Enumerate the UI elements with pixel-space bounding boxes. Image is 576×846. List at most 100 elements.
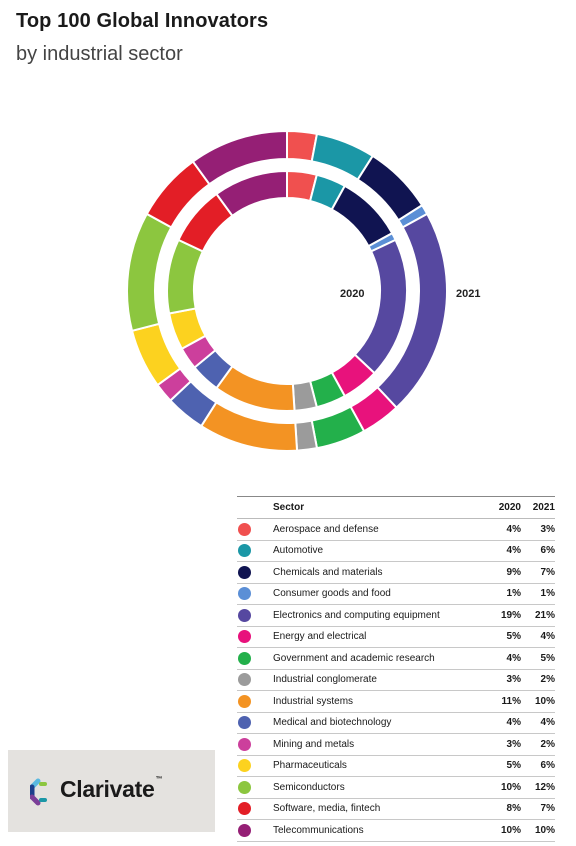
legend-color-swatch	[238, 716, 251, 730]
legend-sector-name: Industrial conglomerate	[273, 669, 491, 691]
legend-swatch-cell	[237, 798, 273, 820]
inner-ring-2020	[166, 169, 408, 412]
legend-header-2021: 2021	[525, 496, 555, 519]
sector-legend-table: Sector 2020 2021 Aerospace and defense 4%…	[237, 496, 555, 842]
legend-value-2020: 19%	[491, 604, 521, 627]
legend-gap	[521, 690, 525, 713]
legend-gap	[521, 819, 525, 842]
brand-name: Clarivate	[60, 776, 155, 802]
legend-swatch-cell	[237, 604, 273, 627]
legend-value-2020: 3%	[491, 733, 521, 756]
legend-value-2021: 7%	[525, 561, 555, 584]
legend-color-swatch	[238, 630, 251, 644]
legend-value-2020: 4%	[491, 518, 521, 541]
chart-subtitle: by industrial sector	[16, 43, 183, 65]
legend-header-sector: Sector	[273, 496, 491, 519]
legend-color-swatch	[238, 587, 251, 601]
legend-value-2021: 3%	[525, 518, 555, 541]
chart-title: Top 100 Global Innovators	[16, 10, 269, 32]
outer-ring-2021-slice	[126, 212, 173, 333]
legend-row: Energy and electrical 5% 4%	[237, 626, 555, 648]
legend-gap	[521, 561, 525, 584]
legend-swatch-cell	[237, 819, 273, 842]
legend-value-2020: 4%	[491, 712, 521, 734]
legend-color-swatch	[238, 780, 251, 794]
legend-gap	[521, 604, 525, 627]
legend-sector-name: Government and academic research	[273, 647, 491, 670]
legend-row: Government and academic research 4% 5%	[237, 647, 555, 670]
outer-ring-2021-slice	[191, 129, 288, 186]
legend-sector-name: Energy and electrical	[273, 626, 491, 648]
legend-value-2020: 5%	[491, 626, 521, 648]
legend-swatch-cell	[237, 733, 273, 756]
legend-value-2020: 4%	[491, 540, 521, 562]
legend-sector-name: Semiconductors	[273, 776, 491, 799]
legend-value-2020: 3%	[491, 669, 521, 691]
outer-ring-label: 2021	[456, 288, 480, 300]
legend-body: Aerospace and defense 4% 3% Automotive 4% 6% C…	[237, 518, 555, 842]
legend-value-2021: 6%	[525, 755, 555, 777]
legend-sector-name: Aerospace and defense	[273, 518, 491, 541]
legend-swatch-cell	[237, 626, 273, 648]
legend-color-swatch	[238, 802, 251, 816]
clarivate-logo-icon	[30, 778, 47, 806]
legend-value-2020: 10%	[491, 819, 521, 842]
legend-gap	[521, 798, 525, 820]
legend-gap	[521, 647, 525, 670]
nested-donut-chart: 2020 2021	[126, 129, 480, 452]
legend-gap	[521, 583, 525, 605]
legend-sector-name: Software, media, fintech	[273, 798, 491, 820]
legend-value-2021: 4%	[525, 626, 555, 648]
legend-header-2020: 2020	[491, 496, 521, 519]
legend-value-2021: 21%	[525, 604, 555, 627]
legend-swatch-cell	[237, 647, 273, 670]
inner-ring-2020-slice	[215, 169, 288, 218]
inner-ring-2020-slice	[166, 238, 205, 315]
clarivate-logo-panel: Clarivate™	[8, 750, 215, 832]
legend-color-swatch	[238, 759, 251, 773]
legend-color-swatch	[238, 565, 251, 579]
legend-gap	[521, 733, 525, 756]
legend-row: Automotive 4% 6%	[237, 540, 555, 562]
legend-swatch-cell	[237, 776, 273, 799]
legend-row: Electronics and computing equipment 19% 21…	[237, 604, 555, 627]
inner-ring-label: 2020	[340, 288, 364, 300]
legend-row: Mining and metals 3% 2%	[237, 733, 555, 756]
legend-swatch-cell	[237, 712, 273, 734]
legend-color-swatch	[238, 522, 251, 536]
legend-sector-name: Electronics and computing equipment	[273, 604, 491, 627]
legend-row: Consumer goods and food 1% 1%	[237, 583, 555, 605]
legend-gap	[521, 540, 525, 562]
legend-swatch-cell	[237, 755, 273, 777]
legend-value-2020: 9%	[491, 561, 521, 584]
legend-value-2021: 4%	[525, 712, 555, 734]
trademark-symbol: ™	[155, 776, 163, 783]
legend-gap	[521, 669, 525, 691]
legend-value-2020: 8%	[491, 798, 521, 820]
legend-value-2020: 4%	[491, 647, 521, 670]
legend-gap	[521, 755, 525, 777]
legend-value-2021: 6%	[525, 540, 555, 562]
legend-swatch-cell	[237, 669, 273, 691]
legend-sector-name: Mining and metals	[273, 733, 491, 756]
legend-swatch-cell	[237, 690, 273, 713]
legend-row: Semiconductors 10% 12%	[237, 776, 555, 799]
legend-row: Chemicals and materials 9% 7%	[237, 561, 555, 584]
legend-gap	[521, 712, 525, 734]
legend-swatch-cell	[237, 561, 273, 584]
legend-row: Software, media, fintech 8% 7%	[237, 798, 555, 820]
inner-ring-2020-slice	[353, 238, 408, 375]
legend-swatch-cell	[237, 540, 273, 562]
legend-header-swatch	[237, 496, 273, 519]
legend-sector-name: Consumer goods and food	[273, 583, 491, 605]
legend-swatch-cell	[237, 583, 273, 605]
legend-color-swatch	[238, 608, 251, 622]
legend-row: Medical and biotechnology 4% 4%	[237, 712, 555, 734]
legend-value-2021: 5%	[525, 647, 555, 670]
legend-color-swatch	[238, 651, 251, 665]
legend-sector-name: Pharmaceuticals	[273, 755, 491, 777]
legend-row: Industrial conglomerate 3% 2%	[237, 669, 555, 691]
legend-value-2020: 10%	[491, 776, 521, 799]
legend-row: Telecommunications 10% 10%	[237, 819, 555, 842]
legend-value-2021: 10%	[525, 690, 555, 713]
